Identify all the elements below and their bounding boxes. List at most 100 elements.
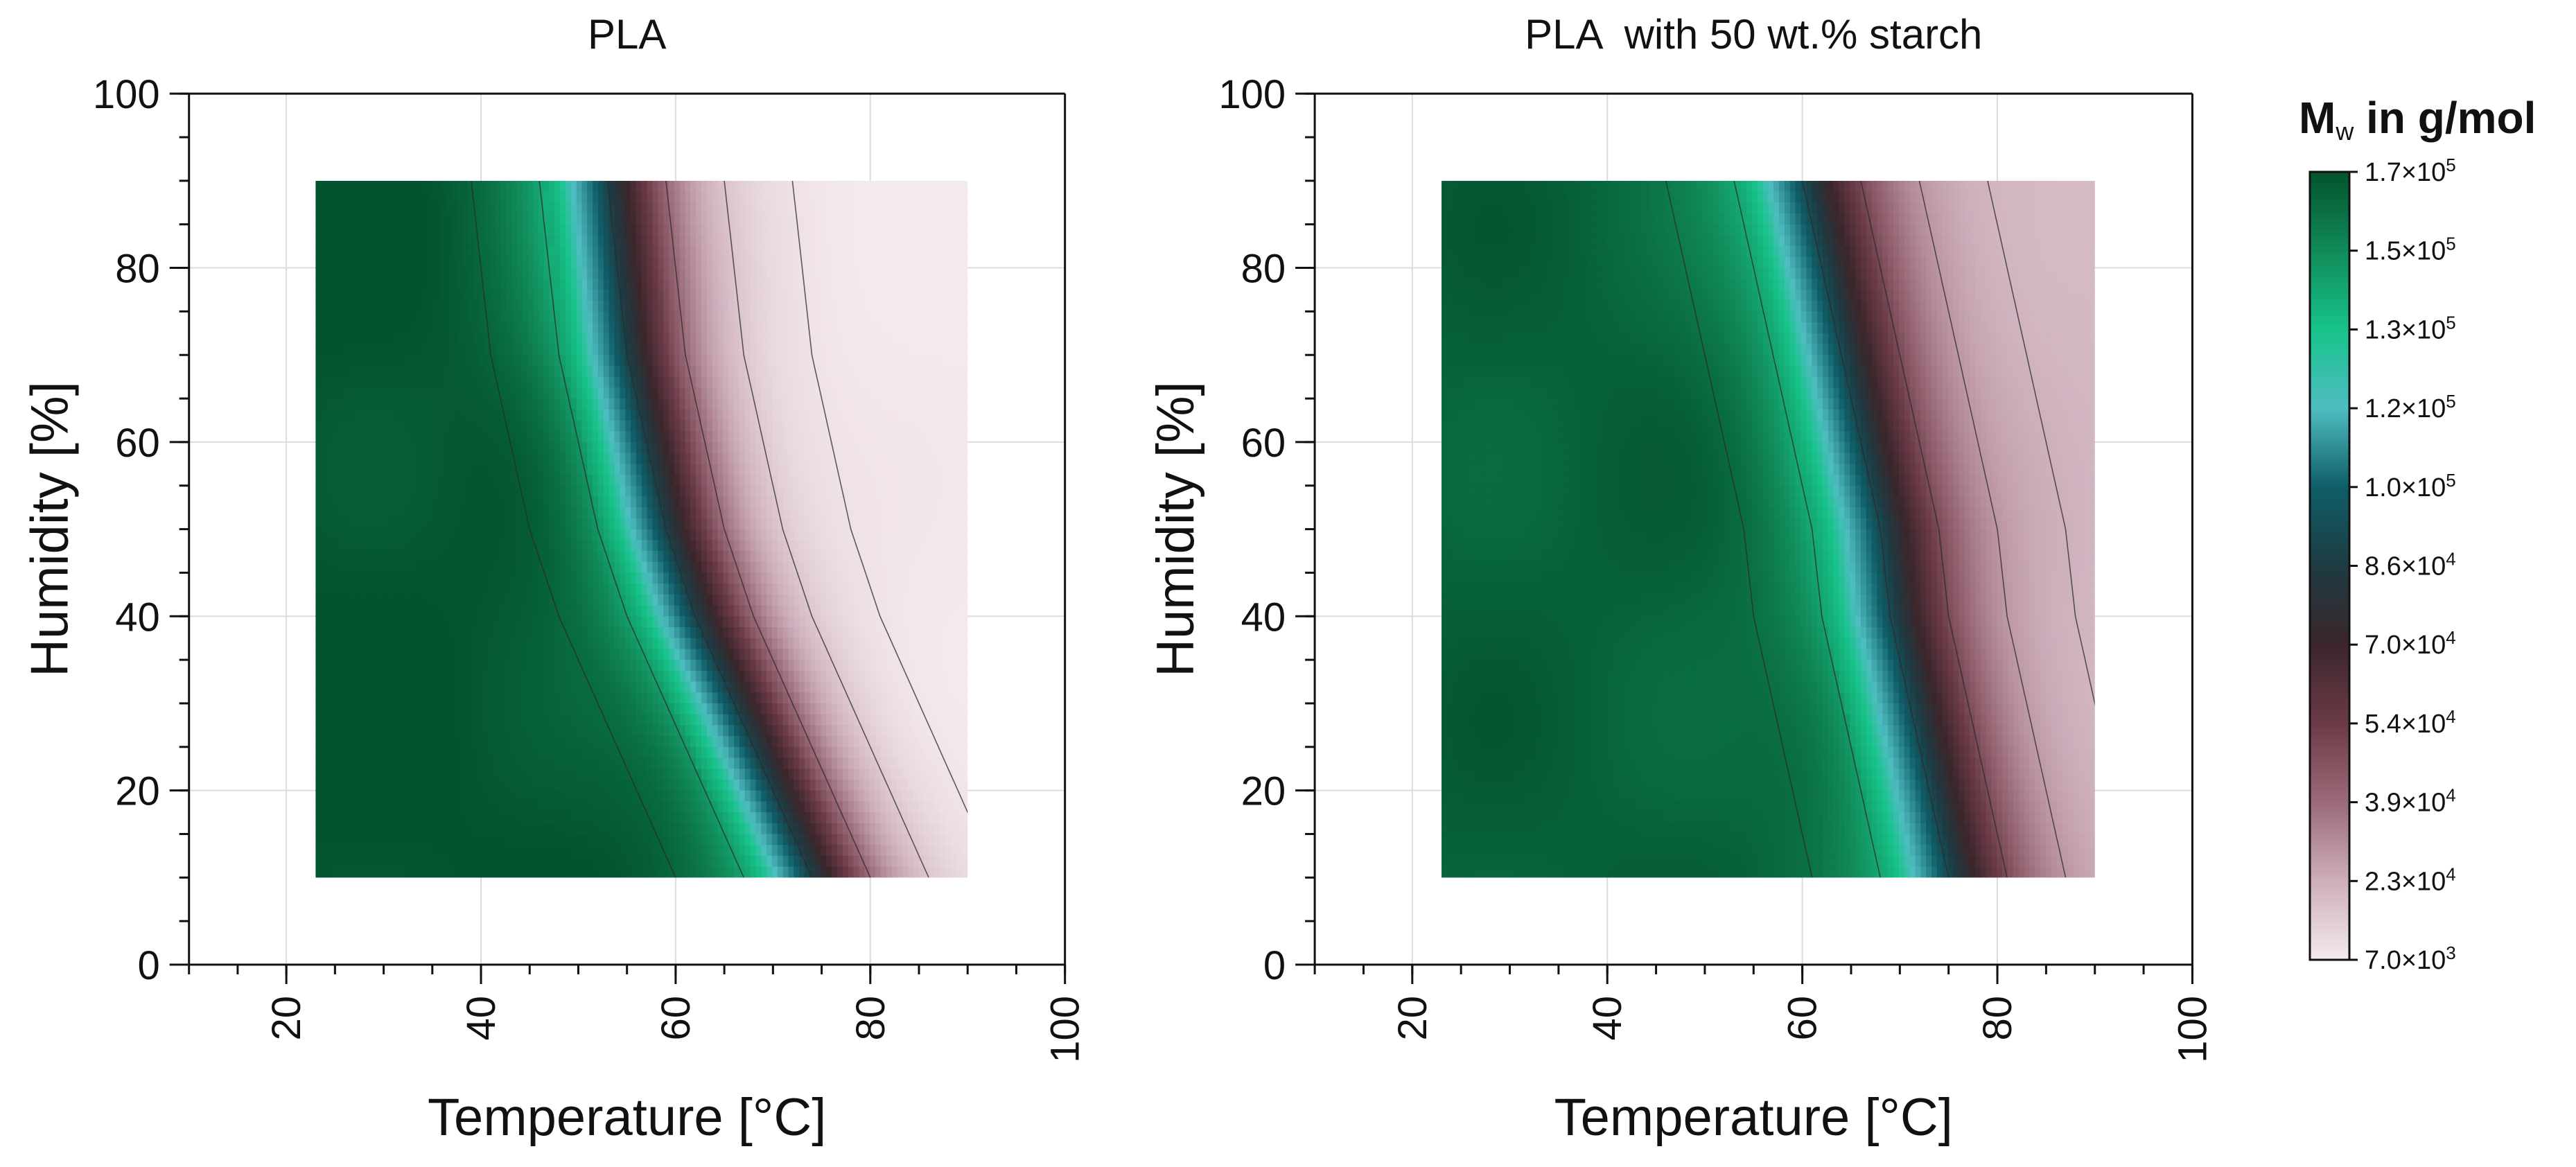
heatmap-cell (489, 746, 496, 759)
heatmap-cell (636, 584, 642, 595)
heatmap-cell (451, 213, 457, 225)
heatmap-cell (424, 235, 430, 247)
heatmap-cell (593, 790, 599, 802)
heatmap-cell (495, 779, 501, 791)
heatmap-cell (462, 626, 468, 639)
heatmap-cell (690, 812, 696, 824)
heatmap-cell (408, 398, 414, 410)
heatmap-cell (641, 213, 648, 225)
heatmap-cell (728, 496, 735, 508)
heatmap-cell (315, 551, 322, 563)
heatmap-cell (560, 714, 566, 726)
heatmap-cell (413, 344, 420, 356)
heatmap-cell (593, 746, 599, 759)
heatmap-cell (315, 540, 322, 552)
heatmap-cell (647, 736, 654, 748)
heatmap-cell (576, 496, 583, 508)
heatmap-cell (674, 300, 681, 313)
heatmap-cell (641, 584, 648, 595)
heatmap-cell (446, 202, 453, 214)
heatmap-cell (641, 365, 648, 378)
heatmap-cell (408, 670, 414, 683)
heatmap-cell (554, 431, 561, 443)
heatmap-cell (467, 256, 474, 269)
heatmap-cell (603, 866, 610, 878)
heatmap-cell (679, 398, 686, 410)
heatmap-cell (380, 812, 387, 824)
heatmap-cell (543, 355, 550, 367)
heatmap-cell (527, 365, 534, 378)
heatmap-cell (717, 365, 724, 378)
heatmap-cell (723, 801, 730, 813)
heatmap-cell (435, 311, 441, 323)
heatmap-cell (369, 344, 376, 356)
heatmap-cell (723, 507, 730, 519)
heatmap-cell (679, 714, 686, 726)
heatmap-cell (527, 507, 534, 519)
heatmap-cell (495, 660, 501, 672)
heatmap-cell (478, 561, 485, 574)
heatmap-cell (467, 431, 474, 443)
heatmap-cell (608, 256, 615, 269)
heatmap-cell (489, 344, 496, 356)
heatmap-cell (467, 769, 474, 780)
heatmap-cell (554, 660, 561, 672)
heatmap-cell (593, 387, 599, 399)
heatmap-cell (429, 475, 436, 486)
heatmap-cell (419, 649, 425, 660)
heatmap-cell (429, 191, 436, 204)
heatmap-cell (462, 714, 468, 726)
heatmap-cell (484, 180, 490, 193)
heatmap-cell (576, 626, 583, 639)
heatmap-cell (728, 431, 735, 443)
heatmap-cell (522, 692, 528, 704)
heatmap-cell (495, 714, 501, 726)
heatmap-cell (608, 191, 615, 204)
heatmap-cell (467, 812, 474, 824)
heatmap-cell (478, 845, 485, 857)
heatmap-cell (337, 453, 344, 465)
heatmap-cell (462, 845, 468, 857)
heatmap-cell (717, 464, 724, 475)
heatmap-cell (429, 256, 436, 269)
heatmap-cell (473, 649, 480, 660)
heatmap-cell (576, 409, 583, 421)
heatmap-cell (598, 441, 604, 454)
heatmap-cell (560, 584, 566, 595)
heatmap-cell (543, 757, 550, 770)
heatmap-cell (625, 626, 631, 639)
heatmap-cell (419, 626, 425, 639)
heatmap-cell (549, 300, 556, 313)
heatmap-cell (424, 398, 430, 410)
heatmap-cell (457, 518, 463, 530)
heatmap-cell (696, 344, 702, 356)
heatmap-cell (315, 638, 322, 650)
heatmap-cell (706, 725, 713, 737)
heatmap-cell (554, 769, 561, 780)
heatmap-cell (511, 246, 518, 258)
heatmap-cell (369, 725, 376, 737)
heatmap-cell (396, 191, 403, 204)
heatmap-cell (527, 746, 534, 759)
heatmap-cell (451, 431, 457, 443)
heatmap-cell (511, 235, 518, 247)
heatmap-cell (603, 267, 610, 280)
heatmap-cell (402, 202, 409, 214)
heatmap-cell (685, 725, 692, 737)
heatmap-cell (663, 202, 669, 214)
heatmap-cell (685, 714, 692, 726)
heatmap-cell (641, 322, 648, 334)
heatmap-cell (576, 333, 583, 345)
heatmap-cell (641, 441, 648, 454)
heatmap-cell (723, 453, 730, 465)
heatmap-cell (342, 769, 349, 780)
heatmap-cell (359, 398, 365, 410)
heatmap-cell (500, 365, 507, 378)
heatmap-cell (608, 845, 615, 857)
heatmap-cell (440, 355, 447, 367)
heatmap-cell (435, 279, 441, 290)
heatmap-cell (647, 681, 654, 694)
heatmap-cell (478, 507, 485, 519)
heatmap-cell (337, 660, 344, 672)
heatmap-cell (495, 845, 501, 857)
